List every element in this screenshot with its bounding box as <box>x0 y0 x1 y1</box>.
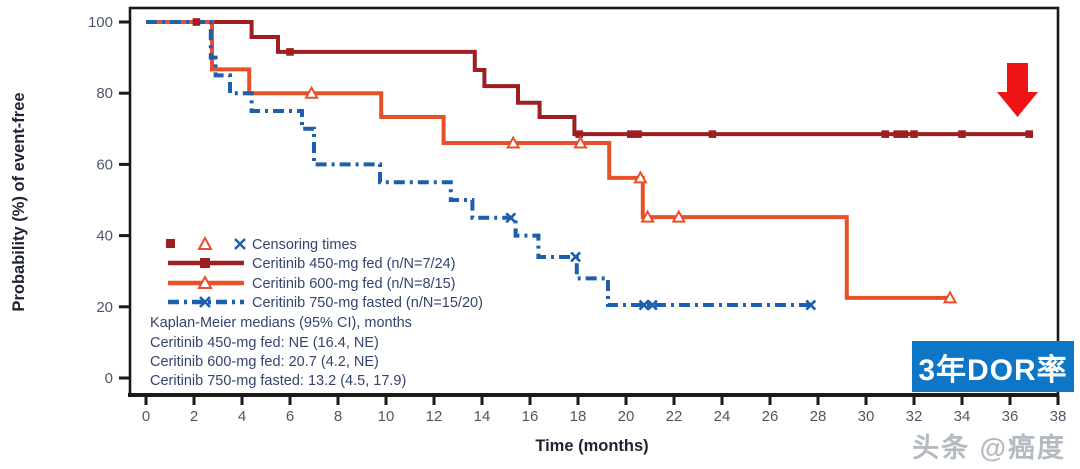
x-tick-label: 20 <box>618 408 635 425</box>
km-curve-1 <box>146 20 950 300</box>
x-tick-label: 18 <box>570 408 587 425</box>
x-tick-label: 16 <box>522 408 539 425</box>
censor-square <box>893 130 901 138</box>
km-curves <box>146 20 1030 308</box>
legend-line-600-marker <box>197 274 213 289</box>
censor-marks <box>192 18 1033 311</box>
censor-x <box>646 299 658 311</box>
censor-triangle <box>640 209 655 223</box>
x-tick-label: 34 <box>954 408 971 425</box>
y-tick-label: 40 <box>96 228 113 245</box>
x-tick-label: 22 <box>666 408 683 425</box>
y-tick-label: 0 <box>105 370 113 387</box>
red-highlight-arrow <box>997 63 1038 117</box>
censor-triangle <box>506 135 521 149</box>
y-tick-label: 100 <box>88 14 113 31</box>
medians-line-600: Ceritinib 600-mg fed: 20.7 (4.2, NE) <box>150 354 379 370</box>
y-tick-label: 20 <box>96 299 113 316</box>
censor-square <box>634 130 642 138</box>
censor-square <box>881 130 889 138</box>
legend-line-450-marker <box>200 258 210 268</box>
y-axis-title: Probability (%) of event-free <box>10 92 28 311</box>
censor-triangle <box>633 170 648 184</box>
x-tick-label: 24 <box>714 408 731 425</box>
x-tick-label: 26 <box>762 408 779 425</box>
censor-x <box>570 251 582 263</box>
y-tick-label: 80 <box>96 85 113 102</box>
medians-line-750: Ceritinib 750-mg fasted: 13.2 (4.5, 17.9… <box>150 373 406 389</box>
legend-line-750-marker <box>199 296 211 308</box>
censor-square <box>958 130 966 138</box>
x-tick-label: 6 <box>286 408 294 425</box>
x-tick-label: 0 <box>142 408 150 425</box>
censor-square <box>1025 130 1033 138</box>
x-tick-label: 4 <box>238 408 246 425</box>
legend: Censoring times Ceritinib 450-mg fed (n/… <box>150 235 483 389</box>
x-tick-label: 36 <box>1002 408 1019 425</box>
censor-x-marker <box>234 238 246 250</box>
censor-square <box>286 48 294 56</box>
x-tick-label: 32 <box>906 408 923 425</box>
y-tick-label: 60 <box>96 156 113 173</box>
censor-square <box>900 130 909 138</box>
censor-triangle <box>671 209 686 223</box>
km-curve-2 <box>146 20 811 308</box>
censor-square <box>708 130 717 138</box>
legend-label-450: Ceritinib 450-mg fed (n/N=7/24) <box>252 256 456 272</box>
medians-line-450: Ceritinib 450-mg fed: NE (16.4, NE) <box>150 335 379 351</box>
censor-x <box>638 299 650 311</box>
x-tick-label: 38 <box>1050 408 1067 425</box>
censor-triangle <box>304 85 319 99</box>
x-tick-label: 30 <box>858 408 875 425</box>
x-axis-title: Time (months) <box>535 437 648 455</box>
legend-censoring-label: Censoring times <box>252 237 357 253</box>
censor-x <box>805 299 817 311</box>
censor-triangle <box>573 135 588 149</box>
censor-square <box>910 130 918 138</box>
km-curve-0 <box>146 20 1030 137</box>
censor-square <box>575 130 583 138</box>
x-tick-label: 8 <box>334 408 342 425</box>
censor-triangle <box>942 290 958 304</box>
legend-label-600: Ceritinib 600-mg fed (n/N=8/15) <box>252 276 456 292</box>
censor-square <box>627 130 635 138</box>
censor-x <box>505 212 517 224</box>
censor-square-marker <box>166 239 175 248</box>
x-tick-label: 14 <box>474 408 491 425</box>
x-tick-label: 28 <box>810 408 827 425</box>
watermark: 头条 @癌度 <box>912 433 1066 463</box>
censor-square <box>192 18 201 26</box>
x-tick-label: 12 <box>426 408 443 425</box>
x-tick-label: 10 <box>378 408 395 425</box>
dor-rate-callout: 3年DOR率 <box>912 341 1074 392</box>
medians-title: Kaplan-Meier medians (95% CI), months <box>150 315 412 331</box>
censor-triangle-marker <box>197 235 213 250</box>
x-tick-label: 2 <box>190 408 198 425</box>
legend-label-750: Ceritinib 750-mg fasted (n/N=15/20) <box>252 295 483 311</box>
